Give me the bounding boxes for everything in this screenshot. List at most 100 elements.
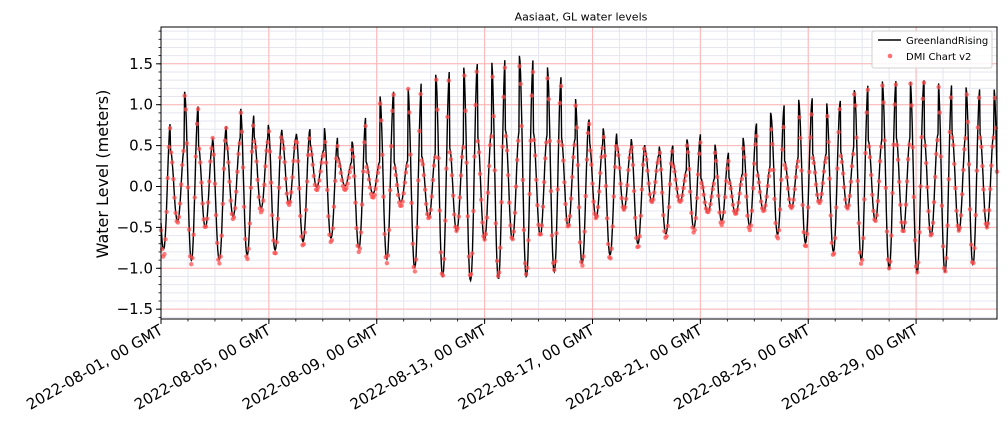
scatter-point — [322, 139, 328, 145]
scatter-point — [653, 179, 658, 185]
scatter-point — [586, 121, 592, 127]
scatter-point — [674, 186, 679, 191]
scatter-point — [236, 151, 241, 157]
scatter-point — [267, 149, 273, 154]
scatter-point — [195, 106, 201, 112]
scatter-point — [672, 169, 677, 174]
scatter-point — [377, 101, 383, 106]
scatter-point — [822, 160, 828, 165]
scatter-point — [662, 229, 667, 234]
scatter-point — [826, 139, 831, 145]
scatter-point — [893, 82, 899, 87]
scatter-point — [712, 150, 718, 155]
scatter-point — [264, 148, 269, 153]
scatter-point — [385, 253, 391, 258]
scatter-point — [626, 167, 631, 173]
scatter-point — [624, 196, 629, 201]
scatter-point — [657, 150, 663, 155]
y-tick-label: 0.5 — [129, 137, 153, 155]
scatter-point — [906, 157, 911, 162]
scatter-point — [451, 193, 456, 198]
scatter-point — [898, 202, 903, 207]
scatter-point — [695, 172, 701, 177]
scatter-point — [612, 164, 618, 170]
scatter-point — [472, 154, 477, 159]
scatter-point — [895, 157, 901, 162]
scatter-point — [707, 207, 712, 212]
scatter-point — [388, 188, 393, 193]
scatter-point — [457, 195, 463, 200]
scatter-point — [811, 160, 816, 166]
scatter-point — [725, 166, 730, 171]
scatter-point — [866, 144, 872, 149]
scatter-point — [218, 254, 223, 259]
scatter-point — [168, 150, 174, 155]
scatter-point — [668, 161, 674, 166]
scatter-point — [237, 141, 242, 146]
legend-dot-swatch — [887, 53, 893, 59]
scatter-point — [627, 155, 632, 160]
scatter-point — [834, 205, 839, 210]
scatter-point — [395, 192, 401, 198]
scatter-point — [670, 149, 675, 154]
scatter-point — [700, 185, 705, 190]
scatter-point — [303, 207, 309, 213]
scatter-point — [317, 178, 322, 183]
scatter-point — [491, 114, 496, 119]
scatter-point — [967, 207, 973, 212]
scatter-point — [590, 181, 595, 186]
scatter-point — [249, 149, 255, 154]
scatter-point — [575, 162, 581, 168]
scatter-point — [907, 142, 912, 147]
scatter-point — [622, 205, 628, 210]
scatter-point — [606, 241, 611, 247]
scatter-point — [640, 162, 646, 167]
scatter-point — [809, 112, 814, 117]
scatter-point — [177, 201, 183, 206]
scatter-point — [974, 168, 979, 173]
scatter-point — [248, 185, 254, 190]
scatter-point — [765, 183, 770, 189]
scatter-point — [435, 107, 440, 112]
scatter-point — [904, 179, 910, 184]
scatter-point — [192, 195, 197, 200]
scatter-point — [890, 190, 895, 196]
scatter-point — [617, 165, 622, 171]
scatter-point — [625, 183, 630, 188]
scatter-point — [980, 163, 985, 169]
plot-frame — [160, 26, 998, 320]
scatter-point — [720, 219, 725, 225]
scatter-point — [437, 208, 442, 213]
scatter-point — [954, 208, 959, 213]
scatter-point — [365, 169, 370, 175]
scatter-point — [801, 229, 806, 235]
scatter-point — [991, 135, 996, 140]
scatter-point — [598, 170, 603, 176]
scatter-point — [570, 174, 575, 180]
scatter-point — [989, 163, 994, 168]
scatter-point — [326, 214, 331, 219]
scatter-point — [447, 150, 452, 155]
scatter-point — [836, 130, 841, 135]
scatter-point — [392, 165, 397, 171]
scatter-point — [812, 170, 818, 175]
scatter-point — [445, 114, 450, 120]
scatter-point — [918, 184, 923, 189]
scatter-point — [539, 223, 545, 228]
scatter-point — [220, 201, 225, 206]
scatter-point — [645, 168, 650, 173]
scatter-point — [717, 210, 722, 215]
scatter-point — [316, 184, 321, 190]
scatter-point — [675, 194, 681, 199]
scatter-point — [977, 135, 983, 140]
scatter-point — [198, 160, 203, 165]
scatter-point — [534, 177, 539, 182]
scatter-point — [167, 126, 173, 131]
scatter-point — [738, 182, 743, 187]
scatter-point — [819, 191, 824, 197]
scatter-point — [855, 178, 860, 184]
scatter-point — [934, 151, 939, 157]
scatter-point — [655, 160, 660, 165]
scatter-point — [602, 153, 607, 159]
scatter-point — [576, 205, 582, 210]
